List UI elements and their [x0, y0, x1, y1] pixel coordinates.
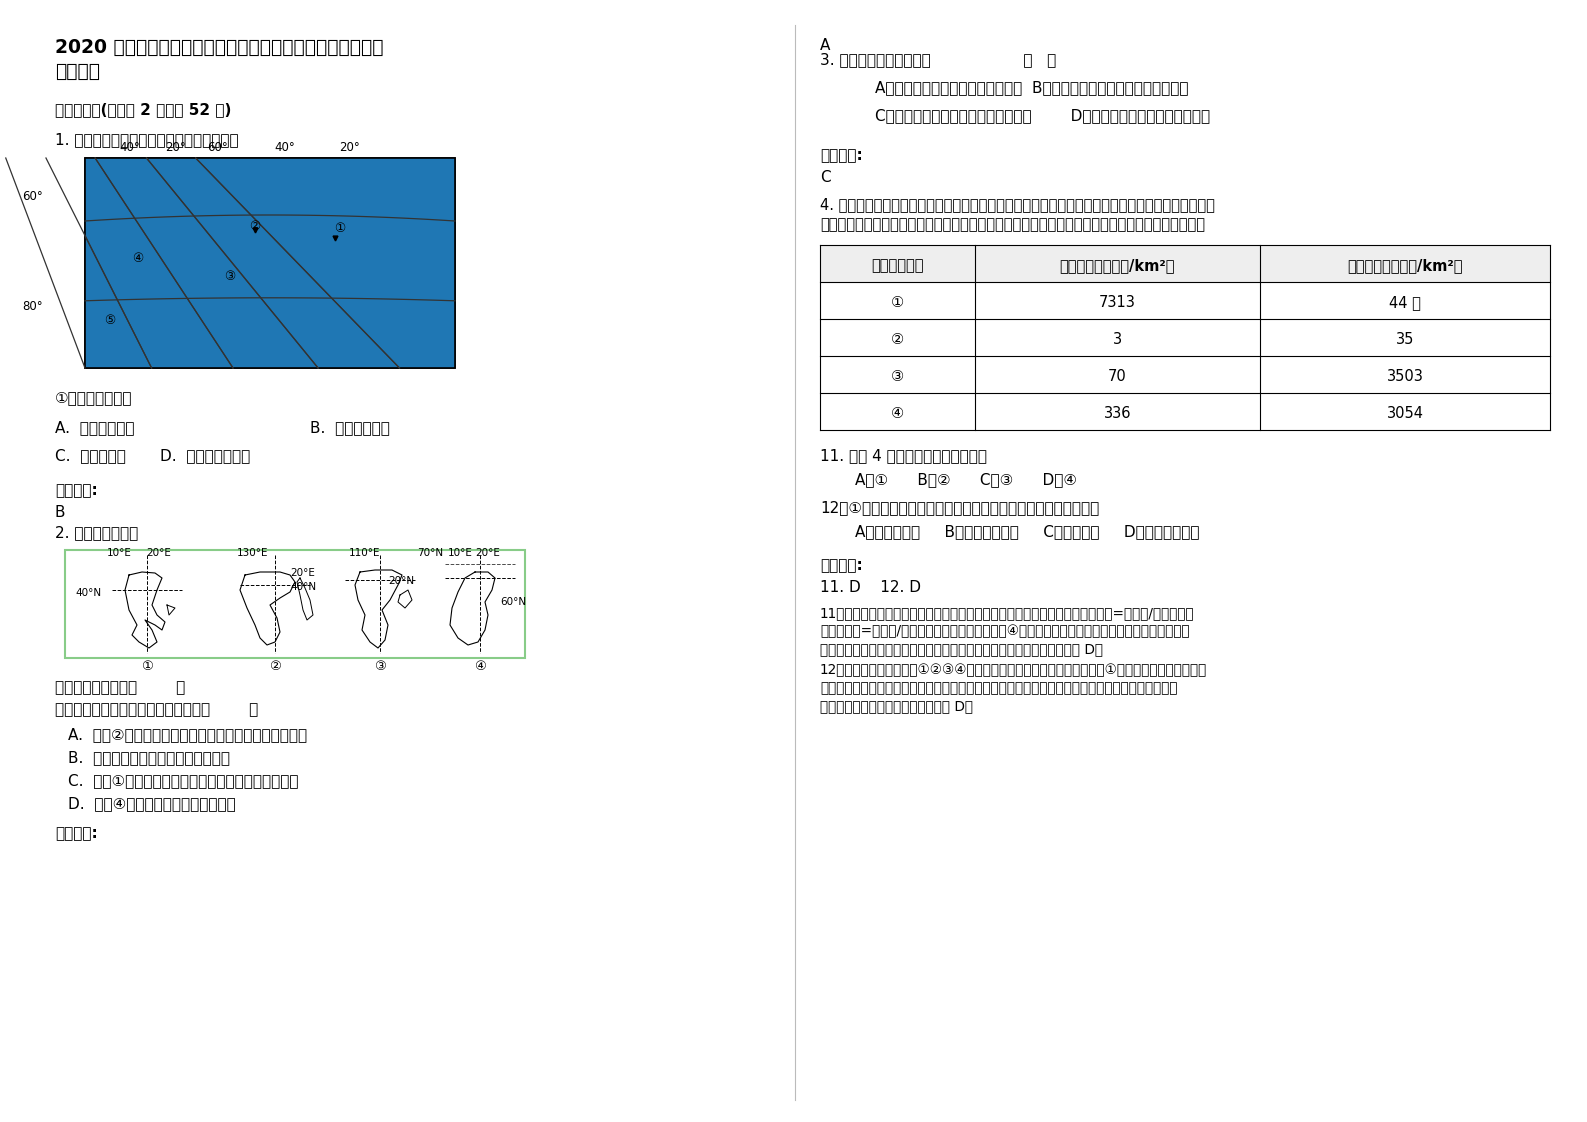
Bar [820, 319, 1550, 356]
Text: 口生理密度的主要原因是日本人口众多，国土面积狭小，且地形以山地为主，森林覆盖率高，因此生: 口生理密度的主要原因是日本人口众多，国土面积狭小，且地形以山地为主，森林覆盖率高… [820, 681, 1178, 695]
Text: 80°: 80° [22, 300, 43, 313]
Text: A.  半岛②南部为亚热带季风气候，北部为温带季风气候: A. 半岛②南部为亚热带季风气候，北部为温带季风气候 [68, 727, 308, 742]
Text: 336: 336 [1103, 406, 1132, 421]
Text: 2020 年湖北省黄冈市麻城理工中等专业学校高二地理模拟试: 2020 年湖北省黄冈市麻城理工中等专业学校高二地理模拟试 [56, 38, 384, 57]
Text: ⑤: ⑤ [105, 313, 116, 327]
Text: 一、选择题(每小题 2 分，共 52 分): 一、选择题(每小题 2 分，共 52 分) [56, 102, 232, 117]
Text: 下列说法正确的是（        ）: 下列说法正确的是（ ） [56, 680, 186, 695]
Text: 40°N: 40°N [76, 588, 102, 598]
Text: ④: ④ [475, 660, 486, 673]
Text: A.  热带雨林气候: A. 热带雨林气候 [56, 420, 135, 435]
Text: B.  四个半岛均临海，故全年降水丰富: B. 四个半岛均临海，故全年降水丰富 [68, 749, 230, 765]
Text: C: C [820, 171, 830, 185]
Text: 70°N: 70°N [417, 548, 443, 558]
Text: 11. D    12. D: 11. D 12. D [820, 580, 920, 595]
Text: 参考答案:: 参考答案: [56, 826, 98, 842]
Text: ②: ② [890, 332, 905, 347]
Text: ④: ④ [132, 251, 144, 265]
Text: 20°N: 20°N [387, 576, 414, 586]
Text: ①: ① [335, 221, 346, 234]
Text: ①: ① [890, 295, 905, 310]
Text: 7313: 7313 [1100, 295, 1136, 310]
Bar [820, 356, 1550, 393]
Text: B.  热带草原气候: B. 热带草原气候 [309, 420, 390, 435]
Bar [65, 550, 525, 657]
Text: 20°: 20° [340, 141, 360, 154]
Text: 3503: 3503 [1387, 369, 1424, 384]
Text: 11．影响环境人口容量的主要因素为资源、科技等方面，根据题意人口算术密度=总人口/总面积，人: 11．影响环境人口容量的主要因素为资源、科技等方面，根据题意人口算术密度=总人口… [820, 606, 1195, 620]
Text: 量较大，说明该国单位面积积的人口数量最多，人口容量最大，故答案选 D。: 量较大，说明该国单位面积积的人口数量最多，人口容量最大，故答案选 D。 [820, 642, 1103, 656]
Bar [86, 158, 455, 368]
Text: 11. 以上 4 国环境人口容量最大的是: 11. 以上 4 国环境人口容量最大的是 [820, 448, 987, 463]
Text: 参考答案:: 参考答案: [56, 482, 98, 498]
Text: 参考答案:: 参考答案: [820, 148, 863, 163]
Text: 60°: 60° [208, 141, 229, 154]
Text: 20°E: 20°E [290, 568, 314, 578]
Text: 20°E: 20°E [476, 548, 500, 558]
Text: 3: 3 [1112, 332, 1122, 347]
Text: 10°E: 10°E [448, 548, 473, 558]
Text: C.  半岛①南部为地中海气候，北部为温带海洋性气候: C. 半岛①南部为地中海气候，北部为温带海洋性气候 [68, 773, 298, 788]
Text: A．山地面积大     B．热量条件不足     C．荒漠广布     D．森林覆盖率高: A．山地面积大 B．热量条件不足 C．荒漠广布 D．森林覆盖率高 [855, 524, 1200, 539]
Text: A: A [820, 38, 830, 53]
Text: 理密度远远大于人口的算术密度。选 D。: 理密度远远大于人口的算术密度。选 D。 [820, 699, 973, 712]
Bar [86, 158, 455, 368]
Text: 人口算术密度（人/km²）: 人口算术密度（人/km²） [1060, 258, 1176, 273]
Text: 12．①国人口生理密度远大于人口算术密度，主要原因可能是该国: 12．①国人口生理密度远大于人口算术密度，主要原因可能是该国 [820, 500, 1100, 515]
Text: B: B [56, 505, 65, 519]
Bar [820, 282, 1550, 319]
Text: 70: 70 [1108, 369, 1127, 384]
Text: 60°: 60° [22, 190, 43, 202]
Text: 4. 人口算术密度指单位面积的人口数，人口生理密度指适用于农业用地的单位面积上的人口数。下表: 4. 人口算术密度指单位面积的人口数，人口生理密度指适用于农业用地的单位面积上的… [820, 197, 1216, 212]
Text: ③: ③ [375, 660, 386, 673]
Text: D.  半岛④的气候为亚寒带针叶林气候: D. 半岛④的气候为亚寒带针叶林气候 [68, 795, 236, 811]
Text: 国家（地区）: 国家（地区） [871, 258, 924, 273]
Text: 10°E: 10°E [106, 548, 132, 558]
Text: 所给为加拿大、日本、埃及、新加坡四国的人口算术密度和人口生理密度。根据材料回答下面小题。: 所给为加拿大、日本、埃及、新加坡四国的人口算术密度和人口生理密度。根据材料回答下… [820, 217, 1205, 232]
Text: C．五台山、峨眉山、九华山、普陀山        D．五台山、嵩山、华山、雁荡山: C．五台山、峨眉山、九华山、普陀山 D．五台山、嵩山、华山、雁荡山 [874, 108, 1211, 123]
Text: 有关四个半岛气候的叙述，正确的是（        ）: 有关四个半岛气候的叙述，正确的是（ ） [56, 702, 259, 717]
Text: 参考答案:: 参考答案: [820, 558, 863, 573]
Text: ①: ① [141, 660, 152, 673]
Text: 130°E: 130°E [236, 548, 268, 558]
Text: 卷含解析: 卷含解析 [56, 62, 100, 81]
Text: A．五台山、泰山、雁荡山、普陀山  B．五台山、峨眉山、雁荡山、普陀山: A．五台山、泰山、雁荡山、普陀山 B．五台山、峨眉山、雁荡山、普陀山 [874, 80, 1189, 95]
Text: A．①      B．②      C．③      D．④: A．① B．② C．③ D．④ [855, 472, 1078, 487]
Text: 35: 35 [1397, 332, 1414, 347]
Text: 1. 读南半球某区域经纬网图（下图），回答: 1. 读南半球某区域经纬网图（下图），回答 [56, 132, 238, 147]
Text: 口生理密度=总人口/可耕地面积。读图分析可知，④国的人口算数密度较大，且单位面积上的人口数: 口生理密度=总人口/可耕地面积。读图分析可知，④国的人口算数密度较大，且单位面积… [820, 624, 1190, 638]
Text: 40°: 40° [275, 141, 295, 154]
Text: 60°N: 60°N [500, 597, 527, 607]
Text: 110°E: 110°E [349, 548, 381, 558]
Text: 40°: 40° [119, 141, 140, 154]
Text: 20°: 20° [165, 141, 186, 154]
Text: ①地的气候类型是: ①地的气候类型是 [56, 390, 132, 405]
Text: ③: ③ [890, 369, 905, 384]
Text: 3054: 3054 [1387, 406, 1424, 421]
Text: 12．根据图示信息可知，①②③④分别是日本、加拿大、埃及、新加坡。①国人口算术密度远大于人: 12．根据图示信息可知，①②③④分别是日本、加拿大、埃及、新加坡。①国人口算术密… [820, 663, 1208, 677]
Text: ②: ② [270, 660, 281, 673]
Text: 2. 读下图四个半岛: 2. 读下图四个半岛 [56, 525, 138, 540]
Text: ②: ② [249, 220, 260, 232]
Text: ③: ③ [224, 269, 235, 283]
Text: 40°N: 40°N [290, 582, 316, 592]
Text: 3. 我国的四大佛教名山是                   （   ）: 3. 我国的四大佛教名山是 （ ） [820, 52, 1057, 67]
Text: 人口生理密度（人/km²）: 人口生理密度（人/km²） [1347, 258, 1463, 273]
Text: C.  地中海气候       D.  亚热带季风气候: C. 地中海气候 D. 亚热带季风气候 [56, 448, 251, 463]
Text: 20°E: 20°E [146, 548, 171, 558]
Text: 44 万: 44 万 [1389, 295, 1420, 310]
Text: ④: ④ [890, 406, 905, 421]
Bar [86, 158, 455, 368]
Bar [820, 245, 1550, 282]
Bar [820, 393, 1550, 430]
